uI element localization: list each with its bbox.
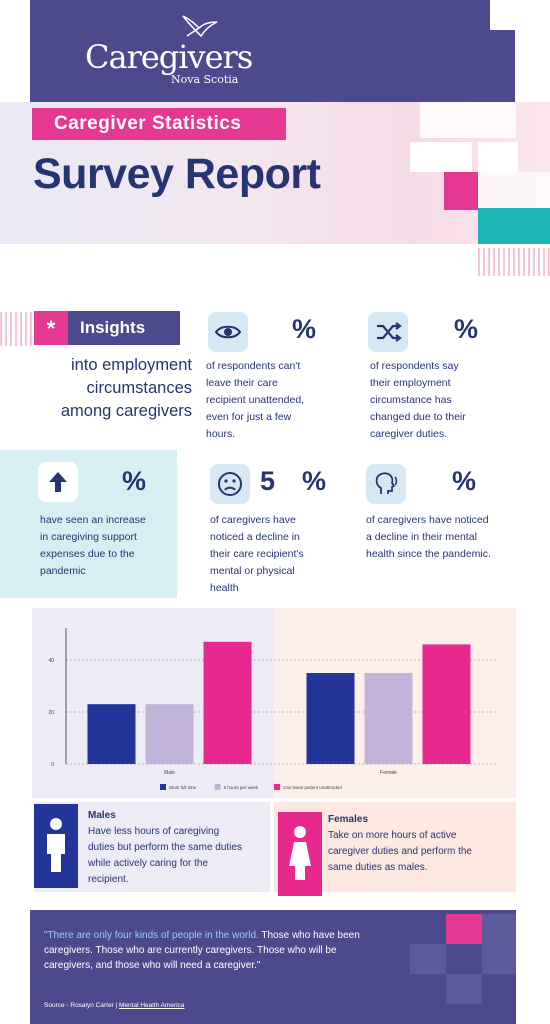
- y-tick-label: 0: [51, 762, 54, 768]
- section-tag: Caregiver Statistics: [32, 108, 286, 140]
- stat-description: of caregivers have noticed a decline in …: [210, 514, 304, 594]
- legend-label: 5 hours per week: [224, 785, 259, 790]
- stat-value: %: [88, 466, 147, 497]
- x-tick-label: Male: [164, 770, 175, 776]
- y-tick-label: 40: [48, 658, 54, 664]
- males-description: Have less hours of caregiving duties but…: [88, 826, 242, 885]
- y-tick-label: 20: [48, 710, 54, 716]
- deco-block: [478, 142, 518, 172]
- deco-block: [420, 102, 516, 138]
- deco-block: [446, 914, 482, 944]
- legend-swatch: [274, 784, 280, 790]
- deco-stripes: [0, 312, 32, 346]
- stat-value: %: [258, 314, 317, 345]
- subtitle-line: circumstances: [86, 379, 192, 397]
- eye-icon: [208, 312, 248, 352]
- deco-block: [446, 974, 482, 1004]
- stat-description: of respondents can't leave their care re…: [206, 360, 305, 440]
- head-profile-icon: [366, 464, 406, 504]
- male-person-icon: [34, 804, 78, 888]
- stat-description: of respondents say their employment circ…: [370, 360, 466, 440]
- x-tick-label: Female: [380, 770, 397, 776]
- deco-block: [482, 944, 516, 974]
- deco-block: [478, 172, 550, 208]
- stat-value: %: [418, 466, 477, 497]
- females-title: Females: [328, 814, 369, 825]
- insights-subtitle: into employment circumstances among care…: [12, 354, 192, 423]
- stat-value: 5%: [260, 466, 328, 496]
- bar-chart: 0 20 40 Male Female Work full time 5 hours per…: [32, 608, 516, 798]
- males-title: Males: [88, 810, 116, 821]
- bar: [203, 641, 252, 764]
- insights-label: Insights: [80, 318, 146, 337]
- females-description: Take on more hours of active caregiver d…: [328, 830, 472, 873]
- asterisk-icon: *: [34, 311, 68, 345]
- redacted-digits: [420, 471, 450, 494]
- sad-face-icon: [210, 464, 250, 504]
- deco-block: [490, 0, 516, 30]
- hummingbird-icon: [182, 15, 218, 38]
- header-banner: Caregivers Nova Scotia: [30, 0, 515, 102]
- arrow-up-icon: [38, 462, 78, 502]
- female-person-icon: [278, 812, 322, 896]
- bar: [306, 673, 355, 764]
- deco-block: [410, 944, 446, 974]
- stat-value: %: [420, 314, 479, 345]
- females-card: Females Take on more hours of active car…: [274, 802, 516, 896]
- page-title: Survey Report: [33, 150, 321, 198]
- stat-description: have seen an increase in caregiving supp…: [40, 514, 146, 577]
- quote-text: "There are only four kinds of people in …: [44, 930, 360, 971]
- subtitle-line: among caregivers: [60, 402, 192, 420]
- quote-footer: "There are only four kinds of people in …: [30, 910, 516, 1024]
- legend-label: Can leave patient unattended: [283, 785, 342, 790]
- logo-wordmark: Caregivers: [85, 38, 253, 76]
- bar: [87, 704, 136, 764]
- deco-block: [478, 208, 550, 244]
- deco-block: [410, 142, 472, 172]
- legend-swatch: [214, 784, 221, 790]
- subtitle-line: into employment: [70, 356, 192, 374]
- deco-block: [482, 914, 516, 944]
- bar: [422, 644, 471, 764]
- redacted-digits: [278, 471, 301, 494]
- bar: [364, 673, 413, 764]
- logo-subtitle: Nova Scotia: [171, 73, 239, 86]
- legend-label: Work full time: [169, 785, 197, 790]
- redacted-digits: [90, 471, 120, 494]
- stat-description: of caregivers have noticed a decline in …: [366, 514, 491, 560]
- legend-swatch: [160, 784, 166, 790]
- deco-stripes: [478, 248, 550, 276]
- source-link[interactable]: Mental Health America: [119, 1002, 185, 1009]
- insights-badge: * Insights: [34, 311, 180, 345]
- deco-block: [444, 172, 478, 210]
- bar: [145, 704, 194, 764]
- males-card: Males Have less hours of caregiving duti…: [34, 802, 270, 892]
- highlight-card: [0, 450, 177, 598]
- redacted-digits: [422, 319, 452, 342]
- redacted-digits: [260, 319, 290, 342]
- chart-svg: 0 20 40 Male Female Work full time 5 hours per…: [48, 628, 496, 790]
- shuffle-icon: [368, 312, 408, 352]
- caregivers-logo[interactable]: Caregivers Nova Scotia: [85, 14, 253, 94]
- quote-source: Source - Rosalyn Carter | Mental Health …: [44, 1002, 185, 1009]
